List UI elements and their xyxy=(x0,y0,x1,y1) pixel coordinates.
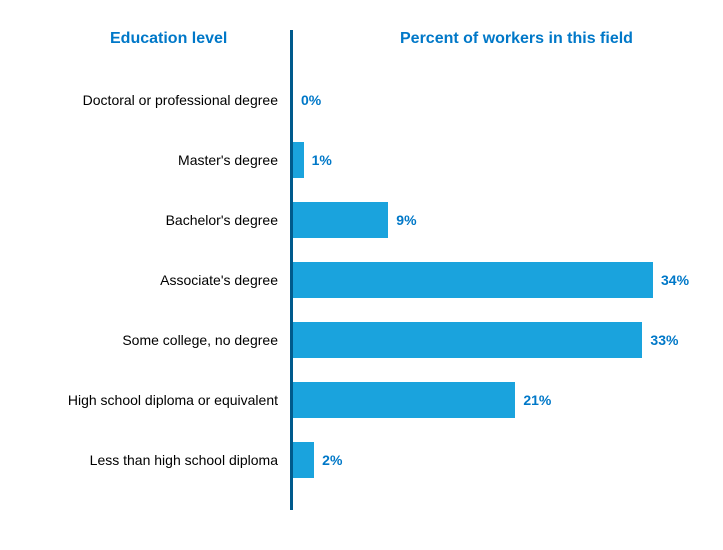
chart-row: Less than high school diploma 2% xyxy=(0,430,723,490)
value-label: 34% xyxy=(661,272,689,288)
chart-row: Doctoral or professional degree 0% xyxy=(0,70,723,130)
value-label: 2% xyxy=(322,452,342,468)
bar xyxy=(293,322,642,358)
category-label: Master's degree xyxy=(8,152,278,168)
value-label: 0% xyxy=(301,92,321,108)
bar xyxy=(293,142,304,178)
header-education-level: Education level xyxy=(110,30,227,48)
bar xyxy=(293,202,388,238)
value-label: 9% xyxy=(396,212,416,228)
category-label: Bachelor's degree xyxy=(8,212,278,228)
bar xyxy=(293,442,314,478)
education-chart: Education level Percent of workers in th… xyxy=(0,0,723,550)
chart-row: Master's degree 1% xyxy=(0,130,723,190)
chart-row: Some college, no degree 33% xyxy=(0,310,723,370)
category-label: Associate's degree xyxy=(8,272,278,288)
value-label: 33% xyxy=(650,332,678,348)
header-percent-workers: Percent of workers in this field xyxy=(400,30,633,48)
bar xyxy=(293,382,515,418)
category-label: High school diploma or equivalent xyxy=(8,392,278,408)
category-label: Some college, no degree xyxy=(8,332,278,348)
chart-row: Bachelor's degree 9% xyxy=(0,190,723,250)
value-label: 1% xyxy=(312,152,332,168)
category-label: Less than high school diploma xyxy=(8,452,278,468)
category-label: Doctoral or professional degree xyxy=(8,92,278,108)
chart-rows: Doctoral or professional degree 0% Master'… xyxy=(0,70,723,490)
bar xyxy=(293,262,653,298)
value-label: 21% xyxy=(523,392,551,408)
chart-row: High school diploma or equivalent 21% xyxy=(0,370,723,430)
chart-headers: Education level Percent of workers in th… xyxy=(0,30,723,70)
chart-row: Associate's degree 34% xyxy=(0,250,723,310)
